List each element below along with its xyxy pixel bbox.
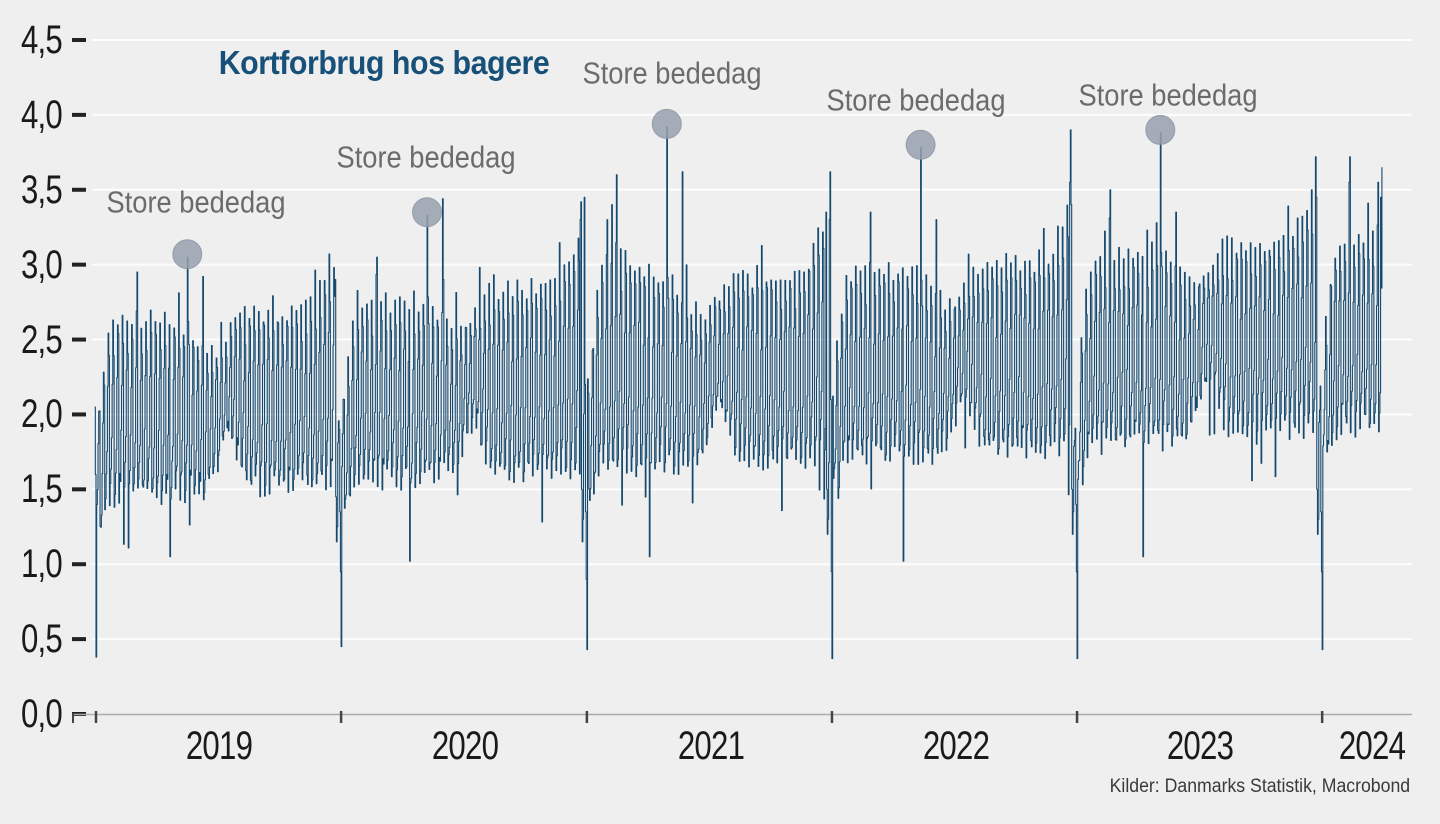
store-bededag-marker-3: [651, 108, 682, 139]
annotation-store-bededag-3: Store bededag: [582, 55, 762, 91]
annotation-store-bededag-1: Store bededag: [106, 184, 286, 220]
x-axis-label-2023: 2023: [1166, 724, 1234, 768]
chart-title: Kortforbrug hos bagere: [218, 44, 550, 81]
y-axis-label-3,5: 3,5: [20, 167, 63, 212]
y-axis-label-1,0: 1,0: [20, 542, 63, 587]
y-axis-label-2,0: 2,0: [20, 392, 63, 437]
x-axis-label-2021: 2021: [677, 724, 745, 768]
store-bededag-marker-1: [172, 239, 203, 270]
x-axis-label-2024: 2024: [1338, 724, 1406, 768]
y-axis-label-4,5: 4,5: [20, 17, 63, 62]
store-bededag-marker-5: [1145, 114, 1176, 145]
store-bededag-marker-2: [412, 197, 442, 228]
x-axis-label-2019: 2019: [185, 724, 253, 768]
y-axis-label-3,0: 3,0: [20, 242, 63, 287]
y-axis-label-0,5: 0,5: [20, 617, 63, 662]
y-axis-label-4,0: 4,0: [20, 92, 63, 137]
x-axis-label-2022: 2022: [922, 724, 990, 768]
annotation-store-bededag-5: Store bededag: [1078, 77, 1258, 113]
x-axis-label-2020: 2020: [431, 724, 499, 768]
annotation-store-bededag-4: Store bededag: [826, 82, 1006, 118]
y-axis-label-2,5: 2,5: [20, 317, 63, 362]
y-axis-label-1,5: 1,5: [20, 467, 63, 512]
source-credit: Kilder: Danmarks Statistik, Macrobond: [1109, 776, 1410, 797]
store-bededag-marker-4: [905, 129, 936, 160]
annotation-store-bededag-2: Store bededag: [336, 139, 516, 175]
y-axis-label-0,0: 0,0: [20, 692, 63, 736]
spending-series-line: [94, 126, 1383, 660]
